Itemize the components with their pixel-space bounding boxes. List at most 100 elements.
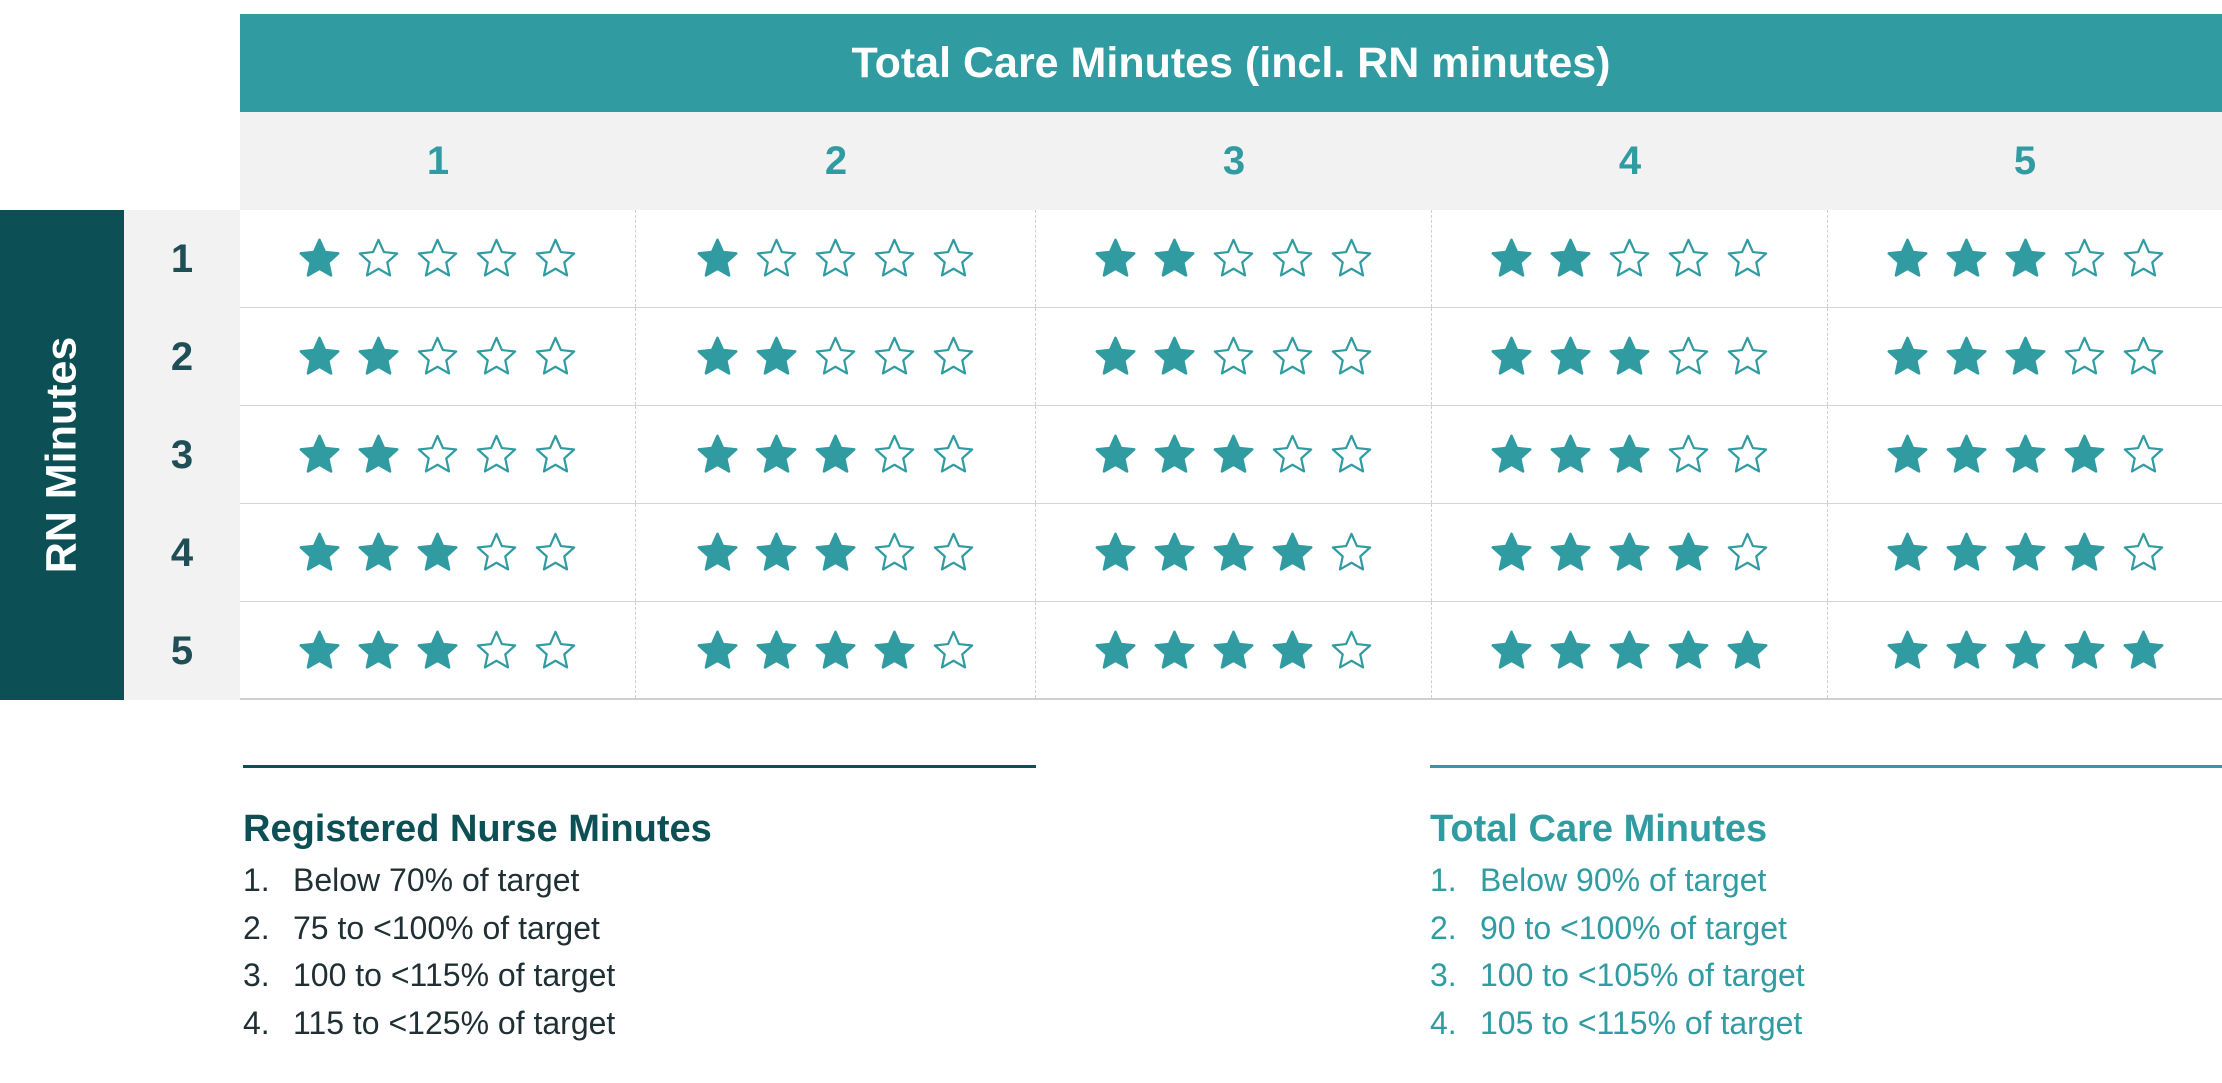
rating-cell — [1036, 602, 1432, 698]
filled-star-icon — [2005, 336, 2045, 375]
outline-star-icon — [2064, 336, 2104, 375]
rating-cell — [1432, 602, 1828, 698]
rn-legend-list: 1. Below 70% of target 2. 75 to <100% of t… — [243, 857, 1036, 1047]
filled-star-icon — [1491, 532, 1532, 571]
outline-star-icon — [2123, 336, 2163, 375]
rating-cell — [636, 406, 1036, 503]
outline-star-icon — [1668, 238, 1709, 277]
filled-star-icon — [1550, 630, 1591, 669]
filled-star-icon — [358, 336, 399, 375]
rating-cell — [1432, 308, 1828, 405]
rating-cell — [240, 308, 636, 405]
filled-star-icon — [1609, 336, 1650, 375]
star-rating-grid — [240, 210, 2222, 700]
row-header-3: 3 — [170, 432, 194, 477]
filled-star-icon — [1272, 630, 1313, 669]
outline-star-icon — [2123, 532, 2163, 571]
filled-star-icon — [1550, 336, 1591, 375]
rating-cell — [636, 602, 1036, 698]
filled-star-icon — [697, 434, 738, 473]
total-legend-title: Total Care Minutes — [1430, 808, 1768, 850]
outline-star-icon — [476, 630, 517, 669]
total-care-minutes-header: Total Care Minutes (incl. RN minutes) — [240, 14, 2222, 112]
filled-star-icon — [697, 336, 738, 375]
row-header-column: 1 2 3 4 5 — [124, 210, 240, 700]
outline-star-icon — [1727, 336, 1768, 375]
outline-star-icon — [1727, 238, 1768, 277]
column-header-1: 1 — [426, 138, 450, 183]
filled-star-icon — [815, 630, 856, 669]
filled-star-icon — [1668, 532, 1709, 571]
filled-star-icon — [697, 532, 738, 571]
filled-star-icon — [299, 336, 340, 375]
outline-star-icon — [535, 434, 576, 473]
filled-star-icon — [1946, 238, 1986, 277]
filled-star-icon — [2005, 434, 2045, 473]
rating-cell — [1036, 210, 1432, 307]
outline-star-icon — [476, 532, 517, 571]
filled-star-icon — [1550, 238, 1591, 277]
rating-cell — [240, 210, 636, 307]
filled-star-icon — [815, 532, 856, 571]
column-header-3: 3 — [1222, 138, 1246, 183]
filled-star-icon — [1550, 434, 1591, 473]
outline-star-icon — [1331, 238, 1372, 277]
filled-star-icon — [1095, 532, 1136, 571]
filled-star-icon — [2064, 630, 2104, 669]
filled-star-icon — [1154, 532, 1195, 571]
filled-star-icon — [1491, 336, 1532, 375]
rating-cell — [1828, 406, 2222, 503]
filled-star-icon — [299, 434, 340, 473]
rating-cell — [1828, 504, 2222, 601]
filled-star-icon — [1609, 630, 1650, 669]
filled-star-icon — [1095, 630, 1136, 669]
rating-cell — [636, 308, 1036, 405]
filled-star-icon — [1491, 630, 1532, 669]
table-row — [240, 210, 2222, 308]
outline-star-icon — [358, 238, 399, 277]
outline-star-icon — [874, 532, 915, 571]
filled-star-icon — [1946, 532, 1986, 571]
list-item: 3. 100 to <105% of target — [1430, 957, 1805, 993]
filled-star-icon — [1727, 630, 1768, 669]
row-header-5: 5 — [170, 628, 194, 673]
column-header-row: 1 2 3 4 5 — [240, 112, 2222, 210]
rating-cell — [1828, 210, 2222, 307]
outline-star-icon — [933, 336, 974, 375]
filled-star-icon — [697, 238, 738, 277]
filled-star-icon — [1887, 336, 1927, 375]
list-item: 4. 105 to <115% of target — [1430, 1004, 1803, 1041]
row-header-1: 1 — [170, 236, 194, 281]
filled-star-icon — [1946, 630, 1986, 669]
filled-star-icon — [299, 238, 340, 277]
filled-star-icon — [1154, 630, 1195, 669]
outline-star-icon — [1727, 532, 1768, 571]
rating-cell — [636, 210, 1036, 307]
list-item: 4. 115 to <125% of target — [243, 1004, 616, 1041]
outline-star-icon — [417, 336, 458, 375]
table-row — [240, 602, 2222, 700]
column-header-4: 4 — [1618, 138, 1642, 183]
filled-star-icon — [756, 532, 797, 571]
filled-star-icon — [1095, 238, 1136, 277]
outline-star-icon — [1727, 434, 1768, 473]
filled-star-icon — [1154, 434, 1195, 473]
rating-cell — [240, 602, 636, 698]
list-item: 3. 100 to <115% of target — [243, 957, 616, 993]
outline-star-icon — [933, 434, 974, 473]
filled-star-icon — [2005, 238, 2045, 277]
outline-star-icon — [535, 238, 576, 277]
outline-star-icon — [756, 238, 797, 277]
filled-star-icon — [874, 630, 915, 669]
table-row — [240, 308, 2222, 406]
filled-star-icon — [1154, 238, 1195, 277]
outline-star-icon — [476, 336, 517, 375]
outline-star-icon — [1213, 336, 1254, 375]
column-header-2: 2 — [824, 138, 848, 183]
rating-cell — [1828, 602, 2222, 698]
outline-star-icon — [933, 532, 974, 571]
rating-cell — [1432, 406, 1828, 503]
rating-cell — [1036, 308, 1432, 405]
filled-star-icon — [299, 630, 340, 669]
outline-star-icon — [1272, 434, 1313, 473]
